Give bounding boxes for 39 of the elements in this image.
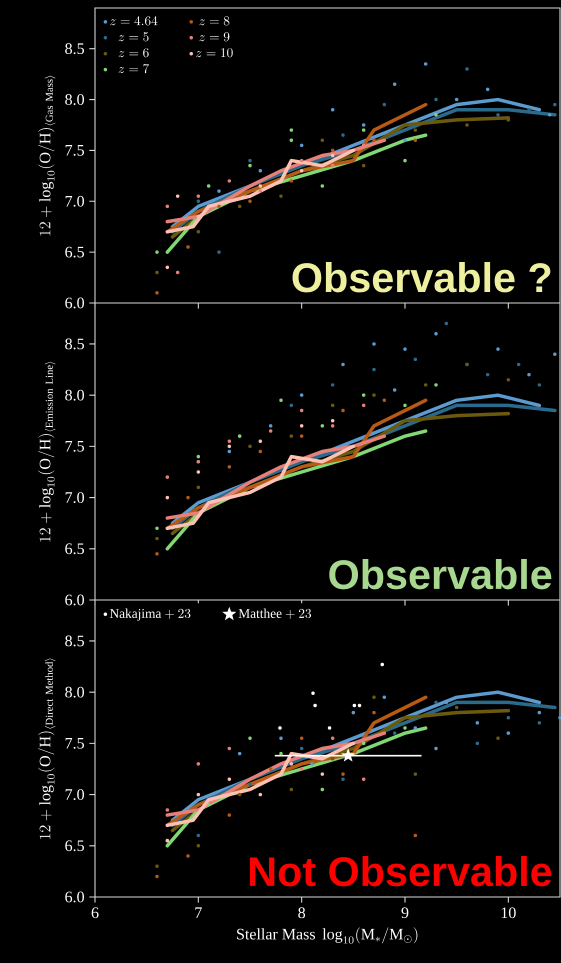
y-tick-label: 7.0 <box>65 196 84 207</box>
y-tick-label: 8.5 <box>64 338 84 350</box>
legend-label: $z = 10$ <box>196 48 232 58</box>
y-tick-label: 7.5 <box>65 441 84 452</box>
y-tick-label: 7.0 <box>65 789 84 800</box>
legend-label: $z = 4.64$ <box>110 16 158 26</box>
annotation: Not Observable <box>250 856 552 886</box>
y-tick-label: 7.5 <box>65 738 84 749</box>
y-tick-label: 6.5 <box>65 840 84 852</box>
annotation: Observable ? <box>292 262 550 292</box>
y-tick-label: 8.0 <box>64 390 84 401</box>
x-tick-label: 9 <box>401 907 408 918</box>
y-axis-title: $12+\log_{10}(\mathrm{O/H})_{\langle\mathrm{Emission\ Line}\rangle}$ <box>38 362 56 542</box>
legend-label: $z = 9$ <box>199 32 230 42</box>
y-axis-title: $12+\log_{10}(\mathrm{O/H})_{\langle\mathrm{Gas\ Mass}\rangle}$ <box>38 76 56 236</box>
legend-label: $\mathrm{Nakajima} + 23$ <box>110 608 190 621</box>
legend-label: $z = 8$ <box>199 16 230 26</box>
y-tick-label: 8.0 <box>64 94 84 105</box>
x-tick-label: 6 <box>91 907 98 918</box>
y-tick-label: 6.0 <box>65 298 84 308</box>
legend-label: $z = 5$ <box>118 32 148 42</box>
y-tick-label: 6.5 <box>65 543 84 554</box>
y-tick-label: 7.0 <box>65 492 84 504</box>
y-axis-title: $12+\log_{10}(\mathrm{O/H})_{\langle\mathrm{Direct\ Method}\rangle}$ <box>38 658 56 839</box>
legend-label: $z = 7$ <box>118 64 149 74</box>
legend-label: $z = 6$ <box>118 48 148 58</box>
y-tick-label: 8.5 <box>64 43 84 54</box>
x-axis-title: $\mathrm{Stellar\ Mass}\ \log_{10}(\mathrm{M}_*/\mathrm{M}_\odot)$ <box>236 927 418 944</box>
annotation: Observable <box>329 558 552 590</box>
y-tick-label: 8.5 <box>64 636 84 646</box>
y-tick-label: 6.0 <box>65 594 84 606</box>
y-tick-label: 7.5 <box>65 145 84 156</box>
y-tick-label: 8.0 <box>64 686 84 698</box>
y-tick-label: 6.0 <box>65 892 84 902</box>
y-tick-label: 6.5 <box>65 246 84 258</box>
x-tick-label: 8 <box>298 907 305 918</box>
x-tick-label: 7 <box>195 907 202 918</box>
x-tick-label: 10 <box>502 907 516 918</box>
legend-label: $\mathrm{Matthee} + 23$ <box>238 608 311 619</box>
